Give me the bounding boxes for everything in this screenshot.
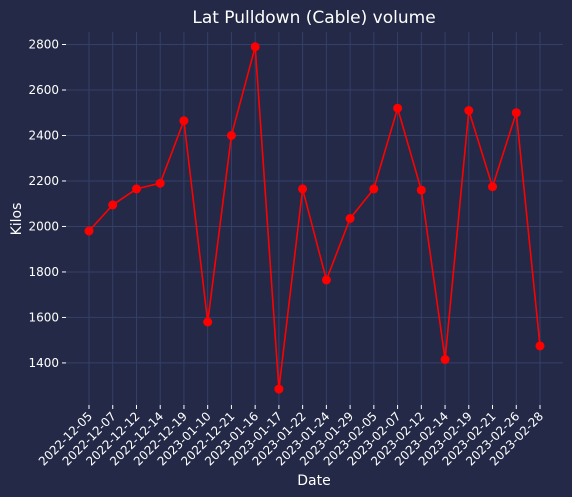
series-layer — [84, 42, 545, 394]
data-point — [488, 182, 497, 192]
data-point — [416, 185, 426, 195]
data-point — [464, 106, 474, 115]
data-point — [440, 355, 450, 364]
data-point — [108, 200, 118, 210]
y-tick-label: 2400 — [28, 128, 59, 142]
data-point — [84, 226, 94, 236]
data-point — [511, 108, 521, 118]
data-point — [203, 317, 213, 327]
y-tick-label: 1800 — [28, 265, 59, 279]
x-axis-label: Date — [297, 473, 330, 489]
series-line — [88, 45, 541, 390]
data-point — [345, 214, 355, 223]
y-axis-label: Kilos — [9, 203, 25, 236]
data-point — [393, 103, 403, 113]
chart-title: Lat Pulldown (Cable) volume — [192, 8, 435, 28]
y-tick-label: 1600 — [28, 310, 59, 324]
y-tick-label: 2200 — [28, 174, 59, 188]
data-point — [274, 384, 284, 394]
y-tick-label: 2000 — [28, 219, 59, 233]
data-point — [250, 42, 260, 52]
data-point — [298, 184, 308, 194]
axes: 2022-12-052022-12-072022-12-122022-12-14… — [28, 38, 546, 469]
y-tick-label: 2600 — [28, 83, 59, 97]
data-point — [321, 275, 331, 285]
data-point — [155, 178, 165, 188]
data-point — [132, 184, 141, 194]
data-point — [369, 184, 379, 194]
data-point — [179, 116, 189, 126]
y-tick-label: 2800 — [28, 38, 59, 52]
data-point — [226, 131, 236, 140]
data-point — [535, 341, 545, 351]
y-tick-label: 1400 — [28, 356, 59, 370]
